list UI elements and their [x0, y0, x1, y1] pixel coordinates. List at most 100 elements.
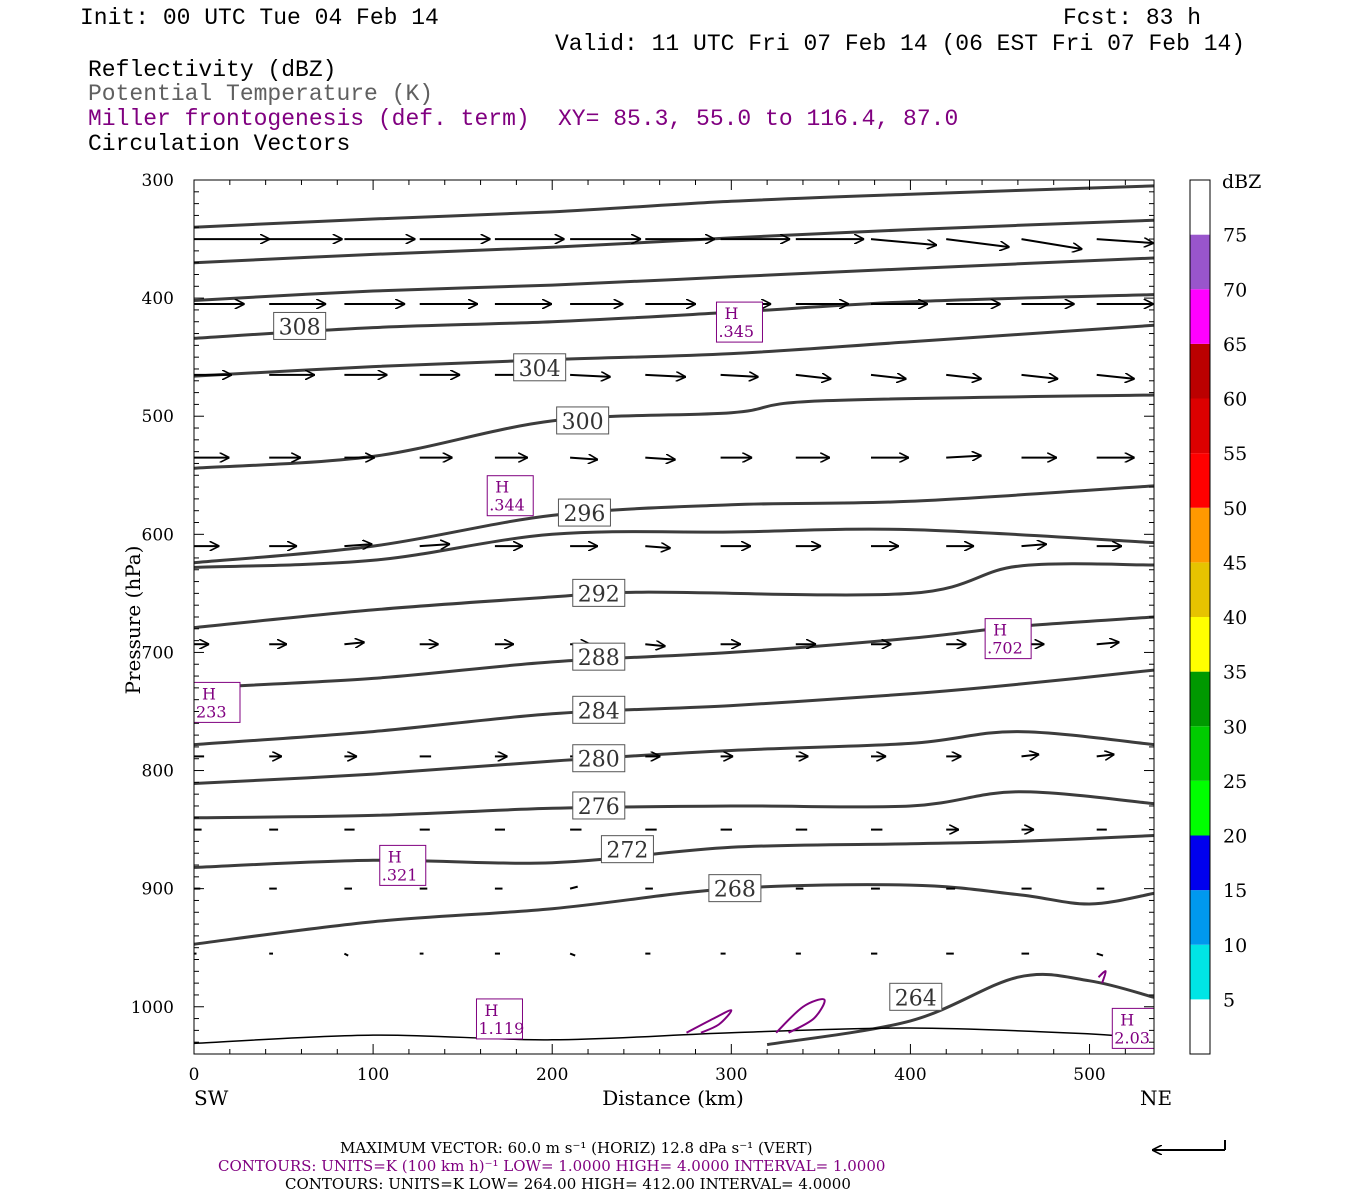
- x-axis-label: Distance (km): [602, 1086, 744, 1110]
- y-tick-label: 900: [142, 880, 174, 900]
- theta-contour-unlabeled-7: [193, 527, 1155, 569]
- plot-frame: [193, 179, 1155, 1055]
- colorbar-segment: [1190, 343, 1210, 399]
- circulation-vector: [1021, 375, 1059, 379]
- y-tick-label: 700: [142, 643, 174, 663]
- footer-contours-theta: CONTOURS: UNITS=K LOW= 264.00 HIGH= 412.…: [285, 1175, 851, 1193]
- theta-label-box-272: [600, 835, 654, 864]
- circulation-vector: [1021, 754, 1040, 756]
- frontogenesis-max-mark: H: [495, 478, 509, 497]
- theta-contour-272: [193, 834, 1155, 869]
- colorbar-label: 30: [1223, 716, 1247, 738]
- theta-contour-292: [193, 562, 1155, 630]
- frontogenesis-max-mark: H: [993, 621, 1007, 640]
- theta-label-268: 268: [714, 878, 756, 903]
- frontogenesis-max-value: 2.03: [1114, 1028, 1150, 1047]
- theta-label-box-304: [513, 353, 567, 382]
- frontogenesis-max-value: .345: [718, 322, 754, 341]
- x-tick-label: 500: [1073, 1065, 1105, 1085]
- theta-contour-268: [193, 883, 1155, 946]
- circulation-vector: [570, 375, 611, 377]
- colorbar-segment: [1190, 944, 1210, 1000]
- colorbar-segment: [1190, 562, 1210, 617]
- theta-label-284: 284: [578, 699, 620, 724]
- theta-label-292: 292: [578, 582, 620, 607]
- theta-label-box-296: [557, 498, 611, 527]
- colorbar-label: 25: [1223, 771, 1247, 793]
- y-tick-label: 400: [142, 289, 174, 309]
- circulation-vector: [720, 375, 759, 377]
- theta-label-box-300: [556, 406, 610, 435]
- y-axis-label: Pressure (hPa): [121, 546, 145, 695]
- frontogenesis-max-box: [475, 998, 523, 1040]
- frontogenesis-max-value: .344: [489, 496, 525, 515]
- theta-label-276: 276: [578, 795, 620, 820]
- colorbar-label: 55: [1223, 443, 1247, 465]
- colorbar-segment: [1190, 835, 1210, 891]
- colorbar-label: 70: [1223, 279, 1247, 301]
- theta-contour-276: [193, 790, 1155, 820]
- colorbar-label: 40: [1223, 607, 1247, 629]
- theta-label-box-292: [572, 578, 626, 607]
- colorbar-label: 20: [1223, 826, 1247, 848]
- x-left-end-label: SW: [194, 1086, 229, 1110]
- surface-pressure-line: [193, 1027, 1155, 1045]
- forecast-hour: Fcst: 83 h: [1063, 5, 1202, 31]
- theta-label-288: 288: [578, 646, 620, 671]
- circulation-vector: [1096, 642, 1120, 644]
- y-tick-label: 600: [142, 525, 174, 545]
- theta-contour-284: [193, 668, 1155, 747]
- colorbar-segment: [1190, 617, 1210, 672]
- theta-contour-unlabeled-1: [193, 218, 1155, 265]
- circulation-vector: [946, 375, 982, 379]
- theta-contours: [193, 184, 1155, 1047]
- frontogenesis-contour-2: [775, 998, 826, 1034]
- footer-max-vector: MAXIMUM VECTOR: 60.0 m s⁻¹ (HORIZ) 12.8 …: [340, 1139, 813, 1157]
- field-vectors: Circulation Vectors: [88, 131, 351, 157]
- circulation-vector: [569, 885, 578, 890]
- frontogenesis-contour-3: [1097, 970, 1107, 984]
- theta-contour-unlabeled-3: [193, 293, 1155, 340]
- colorbar-segment: [1190, 671, 1210, 727]
- circulation-vector: [344, 544, 372, 546]
- colorbar-segment: [1190, 289, 1210, 344]
- colorbar-segment: [1190, 726, 1210, 781]
- circulation-vector: [795, 375, 832, 379]
- axes: 300 400 500 600 700 800 900 1000 0 100 200 300 400 50…: [131, 171, 1154, 1085]
- circulation-vector: [1021, 238, 1083, 249]
- circulation-vector: [1021, 544, 1047, 546]
- footer-contours-frontogenesis: CONTOURS: UNITS=K (100 km h)⁻¹ LOW= 1.00…: [218, 1157, 886, 1175]
- frontogenesis-max-box: [486, 475, 534, 517]
- theta-label-box-288: [572, 642, 626, 671]
- theta-label-304: 304: [519, 357, 561, 382]
- colorbar-label: 35: [1223, 662, 1247, 684]
- frontogenesis-contours: [686, 970, 1107, 1034]
- frontogenesis-max-mark: H: [724, 304, 738, 323]
- theta-label-box-268: [708, 874, 762, 903]
- theta-contour-304: [193, 323, 1155, 378]
- y-tick-label: 1000: [131, 998, 174, 1018]
- circulation-vector: [419, 544, 450, 546]
- colorbar-label: 10: [1223, 935, 1247, 957]
- theta-contour-unlabeled-2: [193, 256, 1155, 302]
- circulation-vector: [569, 952, 576, 957]
- x-tick-label: 300: [715, 1065, 747, 1085]
- field-theta: Potential Temperature (K): [88, 81, 434, 107]
- frontogenesis-max-box: [984, 618, 1032, 660]
- colorbar-frame: [1189, 179, 1211, 1055]
- theta-contour-280: [193, 730, 1155, 785]
- frontogenesis-contour-1: [686, 1009, 733, 1034]
- colorbar-segment: [1190, 890, 1210, 945]
- theta-label-300: 300: [562, 410, 604, 435]
- circulation-vector: [344, 642, 364, 644]
- theta-label-308: 308: [279, 315, 321, 340]
- frontogenesis-max-box: [715, 301, 763, 343]
- field-reflectivity: Reflectivity (dBZ): [88, 57, 337, 83]
- circulation-vector: [645, 458, 675, 460]
- circulation-vector: [1096, 754, 1115, 756]
- circulation-vector: [645, 546, 670, 548]
- frontogenesis-max-value: .321: [382, 865, 418, 884]
- x-right-end-label: NE: [1140, 1086, 1172, 1110]
- circulation-vector: [870, 238, 937, 245]
